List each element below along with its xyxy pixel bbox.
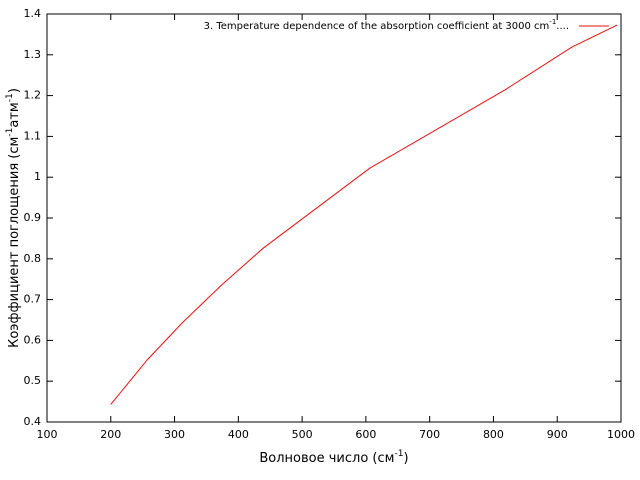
plot-border <box>46 13 622 423</box>
legend-label: 3. Temperature dependence of the absorpt… <box>204 18 569 32</box>
y-axis-label-part: -1 <box>5 128 15 137</box>
x-axis-label: Волновое число (см-1) <box>259 449 408 466</box>
x-tick-label: 800 <box>483 428 504 441</box>
y-axis-label-part: ) <box>7 88 22 93</box>
y-tick-label: 1.4 <box>24 7 42 20</box>
x-axis-label-part: Волновое число (см <box>259 451 394 466</box>
y-tick-label: 1.2 <box>24 89 42 102</box>
y-axis-label-part: -1 <box>5 93 15 102</box>
legend-label-part: -1 <box>549 18 556 26</box>
y-tick-label: 0.7 <box>24 293 42 306</box>
x-tick-label: 300 <box>164 428 185 441</box>
y-tick-label: 1 <box>34 170 41 183</box>
x-tick-label: 100 <box>37 428 58 441</box>
legend-label-part: 3. Temperature dependence of the absorpt… <box>204 21 550 32</box>
y-tick-label: 1.1 <box>24 129 42 142</box>
data-line <box>110 24 618 405</box>
y-tick-label: 0.9 <box>24 211 42 224</box>
x-tick-label: 700 <box>419 428 440 441</box>
y-tick-label: 0.4 <box>24 415 42 428</box>
x-tick-label: 500 <box>292 428 313 441</box>
y-axis-label-part: Коэффициент поглощения (см <box>7 137 22 348</box>
y-tick-label: 0.5 <box>24 374 42 387</box>
x-tick-label: 400 <box>228 428 249 441</box>
x-axis-label-part: -1 <box>394 449 403 459</box>
legend-label-part: .... <box>556 21 569 32</box>
y-tick-label: 0.6 <box>24 333 42 346</box>
y-tick-label: 0.8 <box>24 252 42 265</box>
x-tick-label: 900 <box>547 428 568 441</box>
y-tick-label: 1.3 <box>24 48 42 61</box>
x-axis-label-part: ) <box>404 451 409 466</box>
y-axis-label: Коэффициент поглощения (см-1атм-1) <box>5 88 22 348</box>
x-tick-label: 200 <box>100 428 121 441</box>
y-axis-label-part: атм <box>7 102 22 127</box>
x-tick-label: 1000 <box>607 428 635 441</box>
x-tick-label: 600 <box>355 428 376 441</box>
